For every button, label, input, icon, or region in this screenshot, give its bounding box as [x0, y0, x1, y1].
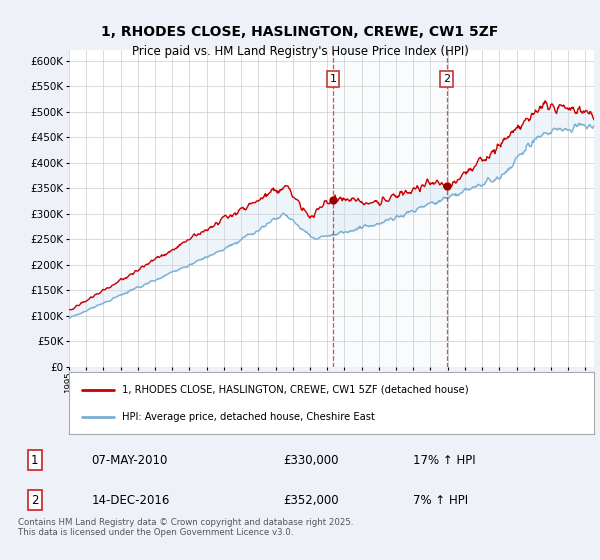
Text: Contains HM Land Registry data © Crown copyright and database right 2025.
This d: Contains HM Land Registry data © Crown c…: [18, 518, 353, 538]
Text: 1: 1: [31, 454, 38, 466]
Text: 14-DEC-2016: 14-DEC-2016: [91, 493, 170, 507]
Text: 1, RHODES CLOSE, HASLINGTON, CREWE, CW1 5ZF: 1, RHODES CLOSE, HASLINGTON, CREWE, CW1 …: [101, 25, 499, 39]
Text: £352,000: £352,000: [283, 493, 339, 507]
Bar: [333, 50, 447, 367]
Text: HPI: Average price, detached house, Cheshire East: HPI: Average price, detached house, Ches…: [121, 412, 374, 422]
Text: 1, RHODES CLOSE, HASLINGTON, CREWE, CW1 5ZF (detached house): 1, RHODES CLOSE, HASLINGTON, CREWE, CW1 …: [121, 385, 468, 395]
Text: 17% ↑ HPI: 17% ↑ HPI: [413, 454, 475, 466]
Text: 1: 1: [330, 74, 337, 84]
Text: 7% ↑ HPI: 7% ↑ HPI: [413, 493, 468, 507]
Text: 07-MAY-2010: 07-MAY-2010: [91, 454, 167, 466]
Text: Price paid vs. HM Land Registry's House Price Index (HPI): Price paid vs. HM Land Registry's House …: [131, 45, 469, 58]
Text: 2: 2: [31, 493, 38, 507]
Text: 2: 2: [443, 74, 451, 84]
Text: £330,000: £330,000: [283, 454, 338, 466]
